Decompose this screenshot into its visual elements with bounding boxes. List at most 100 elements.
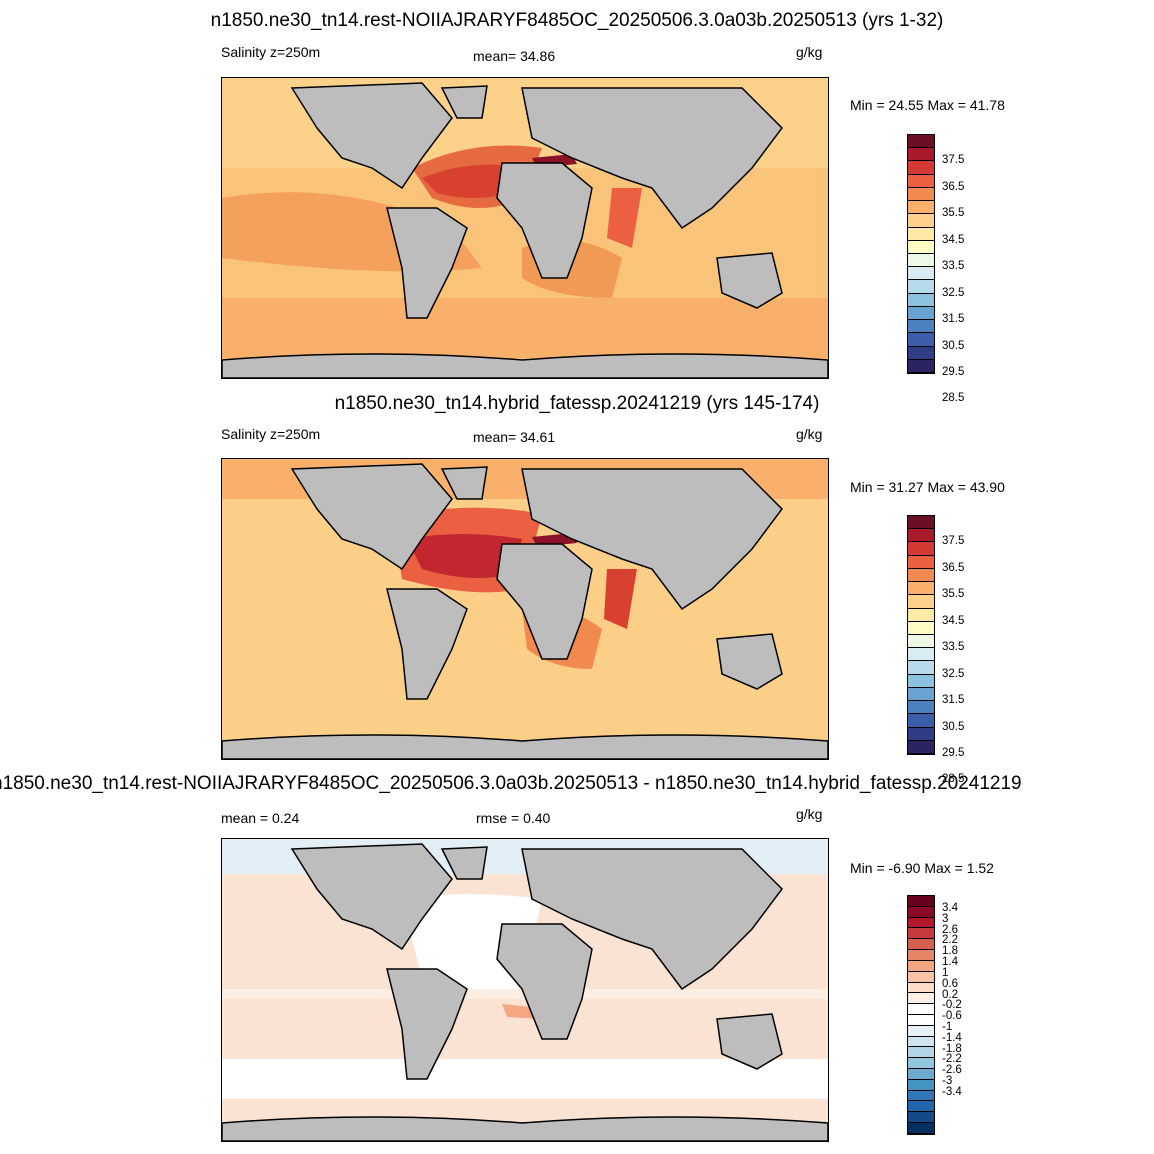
colorbar-tick-label: -2.2	[942, 1053, 962, 1066]
colorbar-swatch	[908, 529, 934, 543]
panel1-map	[221, 77, 829, 379]
colorbar-swatch	[908, 542, 934, 556]
colorbar-tick-label: 32.5	[942, 667, 965, 680]
colorbar-swatch	[908, 982, 934, 994]
colorbar-swatch	[908, 1112, 934, 1124]
panel3-title: n1850.ne30_tn14.rest-NOIIAJRARYF8485OC_2…	[0, 773, 1022, 794]
colorbar-swatch	[908, 280, 934, 294]
colorbar-swatch	[908, 1025, 934, 1037]
colorbar-swatch	[908, 1079, 934, 1091]
colorbar-tick-label: 35.5	[942, 207, 965, 220]
panel2-title: n1850.ne30_tn14.hybrid_fatessp.20241219 …	[334, 393, 820, 414]
panel1-colorbar	[907, 134, 935, 374]
colorbar-tick-label: -0.6	[942, 1010, 962, 1023]
colorbar-swatch	[908, 333, 934, 347]
panel3-rmse: rmse = 0.40	[476, 810, 551, 826]
colorbar-tick-label: 3	[942, 912, 949, 925]
colorbar-swatch	[908, 727, 934, 741]
colorbar-tick-label: 1	[942, 966, 949, 979]
colorbar-swatch	[908, 950, 934, 961]
panel2-map-svg	[222, 459, 828, 759]
colorbar-tick-label: 29.5	[942, 747, 965, 759]
colorbar-swatch	[908, 161, 934, 175]
panel1-minmax: Min = 24.55 Max = 41.78	[850, 97, 1005, 113]
panel2-mean: mean= 34.61	[473, 429, 556, 445]
colorbar-swatch	[908, 1123, 934, 1134]
colorbar-tick-label: 30.5	[942, 720, 965, 733]
colorbar-tick-label: 28.5	[942, 773, 965, 786]
colorbar-swatch	[908, 555, 934, 569]
colorbar-tick-label: 37.5	[942, 154, 965, 167]
colorbar-tick-label: -1.8	[942, 1042, 962, 1055]
panel2-minmax: Min = 31.27 Max = 43.90	[850, 479, 1005, 495]
panel3-mean: mean = 0.24	[221, 810, 300, 826]
colorbar-swatch	[908, 595, 934, 609]
panel2-map	[221, 458, 829, 760]
colorbar-swatch	[908, 993, 934, 1005]
colorbar-tick-label: 2.6	[942, 923, 958, 936]
colorbar-tick-label: 28.5	[942, 392, 965, 405]
colorbar-swatch	[908, 267, 934, 281]
colorbar-swatch	[908, 214, 934, 228]
panel3-map	[221, 838, 829, 1142]
colorbar-swatch	[908, 227, 934, 241]
colorbar-swatch	[908, 661, 934, 675]
colorbar-swatch	[908, 240, 934, 254]
colorbar-tick-label: 31.5	[942, 313, 965, 326]
colorbar-swatch	[908, 608, 934, 622]
panel1-units: g/kg	[796, 44, 823, 60]
colorbar-tick-label: 37.5	[942, 535, 965, 548]
colorbar-swatch	[908, 293, 934, 307]
colorbar-swatch	[908, 201, 934, 215]
panel3-units: g/kg	[796, 806, 823, 822]
colorbar-tick-label: -3	[942, 1075, 953, 1088]
colorbar-tick-label: 2.2	[942, 934, 958, 947]
panel3-minmax: Min = -6.90 Max = 1.52	[850, 860, 994, 876]
colorbar-swatch	[908, 346, 934, 360]
colorbar-swatch	[908, 906, 934, 918]
colorbar-tick-label: -0.2	[942, 999, 962, 1012]
colorbar-swatch	[908, 582, 934, 596]
panel1-map-svg	[222, 78, 828, 378]
colorbar-swatch	[908, 1090, 934, 1102]
colorbar-swatch	[908, 939, 934, 951]
colorbar-swatch	[908, 516, 934, 530]
colorbar-tick-label: 31.5	[942, 694, 965, 707]
colorbar-tick-label: 1.4	[942, 956, 958, 969]
colorbar-swatch	[908, 1004, 934, 1015]
colorbar-tick-label: 35.5	[942, 588, 965, 601]
colorbar-tick-label: 36.5	[942, 561, 965, 574]
colorbar-tick-label: 33.5	[942, 260, 965, 273]
colorbar-swatch	[908, 135, 934, 149]
colorbar-swatch	[908, 306, 934, 321]
colorbar-tick-label: 3.4	[942, 901, 958, 914]
colorbar-swatch	[908, 674, 934, 688]
colorbar-swatch	[908, 568, 934, 583]
colorbar-swatch	[908, 928, 934, 940]
panel1-variable-label: Salinity z=250m	[221, 44, 321, 60]
colorbar-swatch	[908, 359, 934, 373]
colorbar-swatch	[908, 621, 934, 635]
colorbar-tick-label: -1	[942, 1020, 953, 1033]
colorbar-swatch	[908, 1047, 934, 1059]
panel3-colorbar	[907, 895, 935, 1135]
colorbar-swatch	[908, 1101, 934, 1113]
colorbar-swatch	[908, 174, 934, 188]
colorbar-tick-label: -1.4	[942, 1031, 962, 1044]
panel2-land	[222, 463, 828, 759]
colorbar-swatch	[908, 687, 934, 702]
panel2-variable-label: Salinity z=250m	[221, 426, 321, 442]
colorbar-tick-label: 29.5	[942, 366, 965, 378]
colorbar-swatch	[908, 896, 934, 907]
colorbar-swatch	[908, 320, 934, 334]
colorbar-tick-label: 33.5	[942, 641, 965, 654]
panel2-colorbar	[907, 515, 935, 755]
panel1-land	[222, 82, 828, 378]
colorbar-tick-label: -3.4	[942, 1085, 962, 1098]
colorbar-tick-label: 30.5	[942, 339, 965, 352]
colorbar-swatch	[908, 187, 934, 202]
colorbar-swatch	[908, 701, 934, 715]
colorbar-swatch	[908, 714, 934, 728]
panel1-title: n1850.ne30_tn14.rest-NOIIAJRARYF8485OC_2…	[210, 10, 944, 31]
colorbar-swatch	[908, 917, 934, 929]
